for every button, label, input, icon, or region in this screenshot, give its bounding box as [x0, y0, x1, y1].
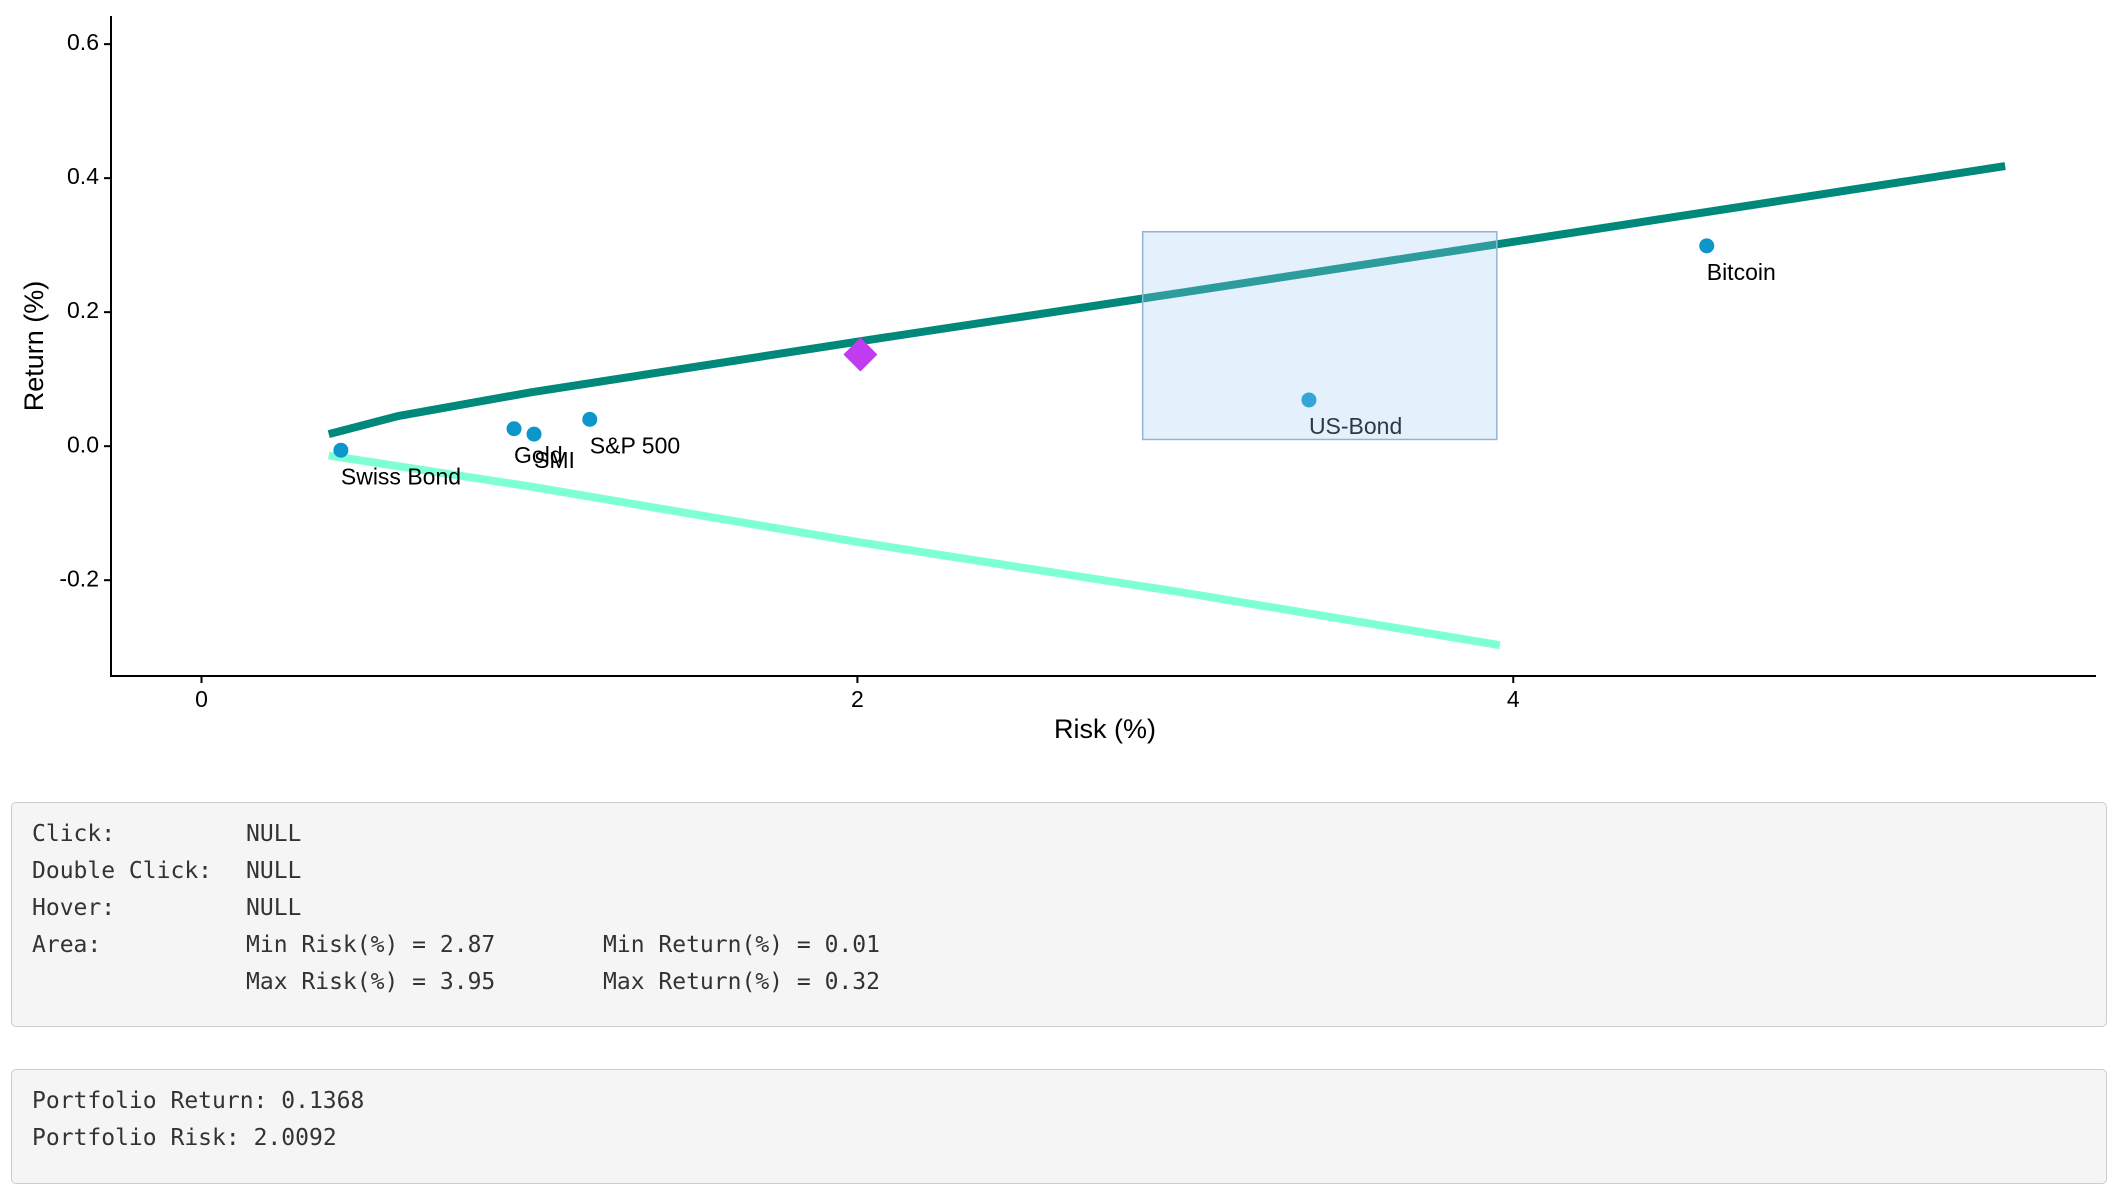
asset-point	[1301, 392, 1317, 408]
min-risk-value: 2.87	[439, 932, 496, 958]
min-return-label: Min Return(%) =	[603, 932, 811, 958]
asset-point	[506, 421, 522, 437]
min-risk-label: Min Risk(%) =	[246, 932, 427, 958]
portfolio-risk-value: 2.0092	[253, 1125, 337, 1151]
max-return: Max Return(%) = 0.32	[603, 969, 880, 995]
asset-label: Bitcoin	[1707, 259, 1776, 285]
event-info-panel: Click: NULL Double Click: NULL Hover: NU…	[11, 802, 2107, 1027]
y-axis-label: Return (%)	[19, 281, 49, 412]
y-tick-label: 0.2	[67, 297, 99, 323]
asset-label: SMI	[534, 447, 575, 473]
y-tick-label: 0.0	[67, 431, 99, 457]
max-return-label: Max Return(%) =	[603, 969, 811, 995]
asset-label: S&P 500	[590, 432, 680, 458]
min-return-value: 0.01	[824, 932, 880, 958]
brush-area	[1141, 231, 1498, 441]
portfolio-marker	[843, 337, 878, 372]
dblclick-label: Double Click:	[32, 858, 213, 884]
min-risk: Min Risk(%) = 2.87	[246, 932, 495, 958]
portfolio-risk-label: Portfolio Risk:	[32, 1125, 240, 1151]
max-risk: Max Risk(%) = 3.95	[246, 969, 495, 995]
x-tick-label: 4	[1507, 686, 1520, 712]
hover-label: Hover:	[32, 895, 116, 921]
asset-label: Swiss Bond	[341, 463, 461, 489]
min-return: Min Return(%) = 0.01	[603, 932, 880, 958]
click-value: NULL	[246, 821, 302, 847]
asset-point	[582, 411, 598, 427]
hover-value: NULL	[246, 895, 302, 921]
area-label: Area:	[32, 932, 102, 958]
portfolio-return: Portfolio Return: 0.1368	[32, 1088, 364, 1114]
x-axis-label: Risk (%)	[1054, 714, 1156, 744]
x-tick-label: 0	[195, 686, 208, 712]
portfolio-return-value: 0.1368	[281, 1088, 365, 1114]
dblclick-value: NULL	[246, 858, 302, 884]
portfolio-return-label: Portfolio Return:	[32, 1088, 268, 1114]
y-tick-label: -0.2	[59, 565, 99, 591]
max-return-value: 0.32	[824, 969, 880, 995]
y-tick-label: 0.6	[67, 29, 99, 55]
portfolio-panel: Portfolio Return: 0.1368 Portfolio Risk:…	[11, 1069, 2107, 1184]
y-tick-label: 0.4	[67, 163, 99, 189]
click-label: Click:	[32, 821, 116, 847]
max-risk-label: Max Risk(%) =	[246, 969, 427, 995]
asset-point	[333, 442, 349, 458]
asset-point	[526, 426, 542, 442]
chart: Risk (%) Return (%) -0.2 0.0 0.2 0.4 0.6 0 2 4 S…	[19, 16, 2096, 744]
frontier-line	[328, 451, 1501, 650]
max-risk-value: 3.95	[439, 969, 496, 995]
portfolio-risk: Portfolio Risk: 2.0092	[32, 1125, 337, 1151]
asset-point	[1699, 238, 1715, 254]
asset-label: US-Bond	[1309, 413, 1402, 439]
x-tick-label: 2	[851, 686, 864, 712]
asset-label: Gold	[514, 442, 563, 468]
